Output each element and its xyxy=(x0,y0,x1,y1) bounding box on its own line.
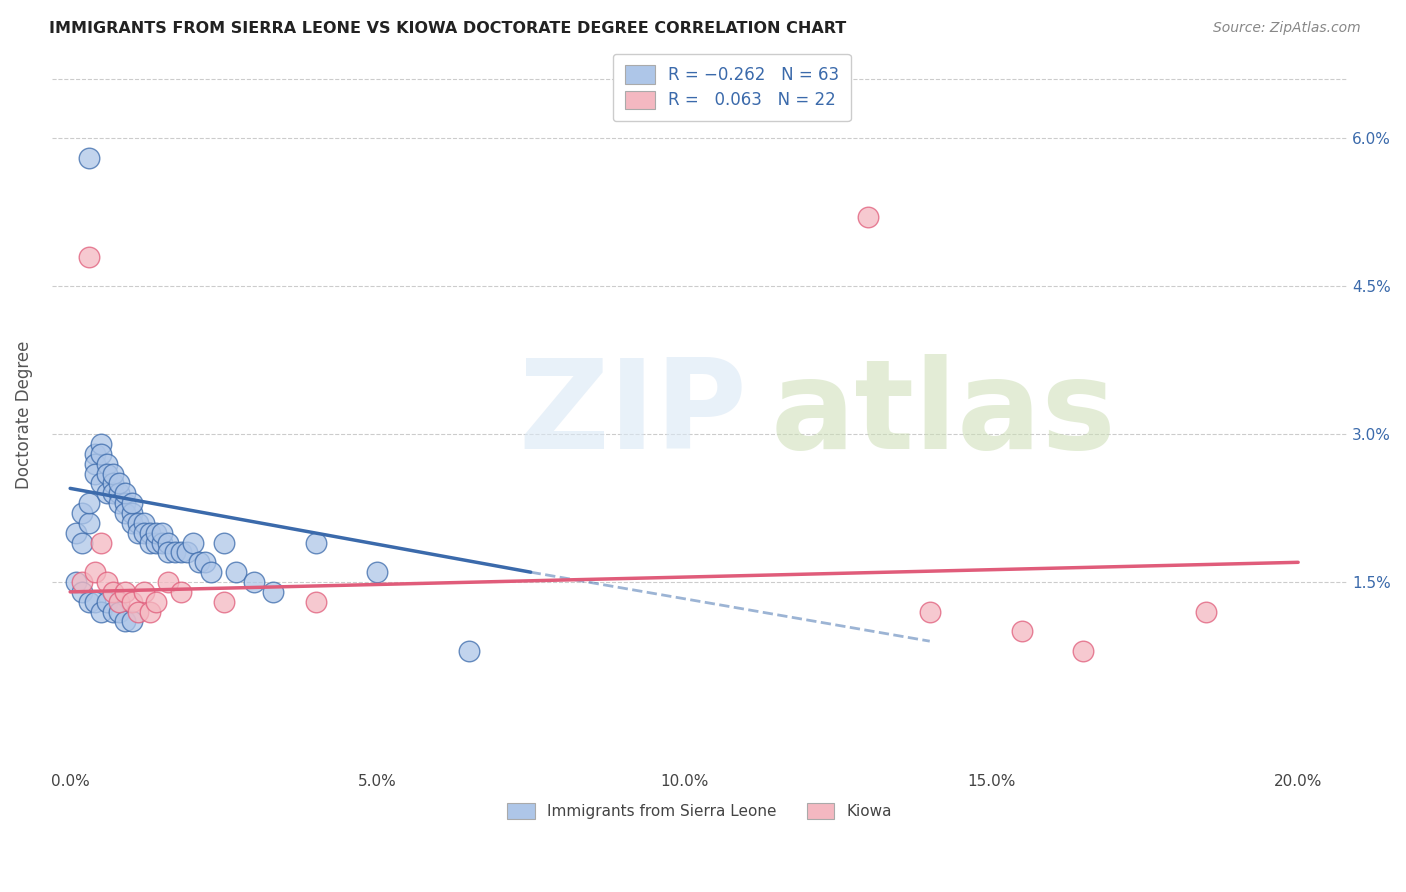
Point xyxy=(77,250,100,264)
Point xyxy=(101,467,124,481)
Point xyxy=(243,574,266,589)
Point xyxy=(65,525,87,540)
Point xyxy=(101,486,124,500)
Point xyxy=(72,535,94,549)
Legend: Immigrants from Sierra Leone, Kiowa: Immigrants from Sierra Leone, Kiowa xyxy=(501,797,898,825)
Point xyxy=(77,595,100,609)
Point xyxy=(121,615,143,629)
Point xyxy=(101,476,124,491)
Point xyxy=(150,525,173,540)
Point xyxy=(305,595,328,609)
Point xyxy=(458,644,481,658)
Point xyxy=(121,496,143,510)
Point xyxy=(366,565,388,579)
Point xyxy=(262,585,284,599)
Point xyxy=(72,585,94,599)
Point xyxy=(96,574,118,589)
Point xyxy=(96,467,118,481)
Text: atlas: atlas xyxy=(770,354,1116,475)
Point xyxy=(72,574,94,589)
Point xyxy=(77,496,100,510)
Point xyxy=(114,486,136,500)
Point xyxy=(194,555,217,569)
Point xyxy=(121,506,143,520)
Point xyxy=(157,545,180,559)
Point xyxy=(101,605,124,619)
Point xyxy=(170,585,193,599)
Point xyxy=(101,585,124,599)
Point xyxy=(108,486,131,500)
Point xyxy=(90,605,112,619)
Point xyxy=(225,565,247,579)
Point xyxy=(114,496,136,510)
Point xyxy=(176,545,198,559)
Point xyxy=(114,585,136,599)
Point xyxy=(157,535,180,549)
Point xyxy=(145,595,167,609)
Point xyxy=(108,476,131,491)
Point xyxy=(96,595,118,609)
Point xyxy=(170,545,193,559)
Point xyxy=(77,516,100,530)
Point xyxy=(212,535,235,549)
Point xyxy=(1071,644,1094,658)
Text: IMMIGRANTS FROM SIERRA LEONE VS KIOWA DOCTORATE DEGREE CORRELATION CHART: IMMIGRANTS FROM SIERRA LEONE VS KIOWA DO… xyxy=(49,21,846,37)
Point xyxy=(1195,605,1218,619)
Point xyxy=(1011,624,1033,639)
Point xyxy=(108,605,131,619)
Point xyxy=(127,605,149,619)
Point xyxy=(212,595,235,609)
Point xyxy=(127,525,149,540)
Point xyxy=(188,555,211,569)
Point xyxy=(121,595,143,609)
Point xyxy=(157,574,180,589)
Point xyxy=(858,211,880,225)
Point xyxy=(200,565,222,579)
Point xyxy=(72,506,94,520)
Point xyxy=(139,605,162,619)
Point xyxy=(132,525,155,540)
Point xyxy=(305,535,328,549)
Point xyxy=(145,525,167,540)
Point xyxy=(132,516,155,530)
Point xyxy=(90,476,112,491)
Point xyxy=(145,535,167,549)
Point xyxy=(83,447,105,461)
Point xyxy=(150,535,173,549)
Point xyxy=(96,457,118,471)
Point xyxy=(77,151,100,165)
Y-axis label: Doctorate Degree: Doctorate Degree xyxy=(15,340,32,489)
Point xyxy=(132,585,155,599)
Point xyxy=(83,457,105,471)
Point xyxy=(114,506,136,520)
Point xyxy=(127,516,149,530)
Point xyxy=(181,535,204,549)
Text: ZIP: ZIP xyxy=(519,354,747,475)
Point xyxy=(83,595,105,609)
Point xyxy=(108,595,131,609)
Point xyxy=(83,467,105,481)
Point xyxy=(90,535,112,549)
Point xyxy=(83,565,105,579)
Point xyxy=(114,615,136,629)
Point xyxy=(90,447,112,461)
Point xyxy=(918,605,941,619)
Point xyxy=(65,574,87,589)
Point xyxy=(108,496,131,510)
Point xyxy=(96,486,118,500)
Text: Source: ZipAtlas.com: Source: ZipAtlas.com xyxy=(1213,21,1361,36)
Point xyxy=(121,516,143,530)
Point xyxy=(90,437,112,451)
Point xyxy=(163,545,186,559)
Point xyxy=(139,525,162,540)
Point xyxy=(139,535,162,549)
